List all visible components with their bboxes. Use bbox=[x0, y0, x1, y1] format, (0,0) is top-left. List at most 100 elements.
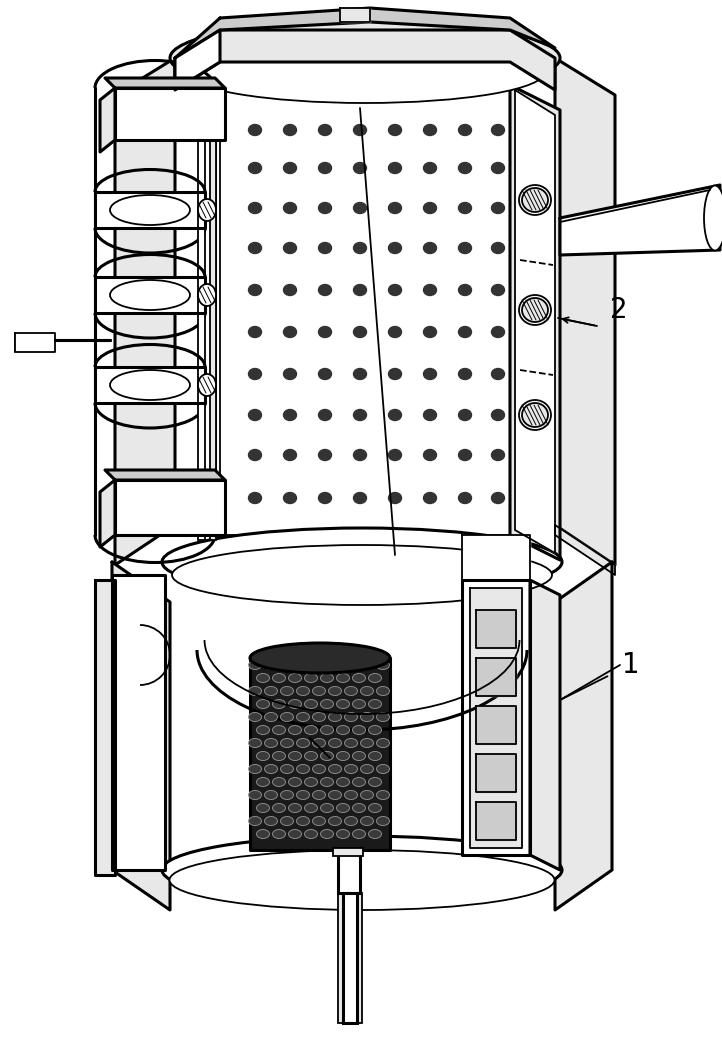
Ellipse shape bbox=[313, 765, 326, 773]
Ellipse shape bbox=[256, 777, 269, 787]
Ellipse shape bbox=[354, 369, 367, 379]
Ellipse shape bbox=[318, 410, 331, 421]
Ellipse shape bbox=[329, 765, 342, 773]
Ellipse shape bbox=[336, 829, 349, 839]
Ellipse shape bbox=[376, 791, 389, 799]
Polygon shape bbox=[95, 192, 205, 228]
Ellipse shape bbox=[321, 803, 334, 813]
Polygon shape bbox=[15, 333, 55, 352]
Polygon shape bbox=[530, 580, 560, 870]
Polygon shape bbox=[555, 562, 612, 910]
Ellipse shape bbox=[352, 673, 365, 683]
Ellipse shape bbox=[376, 661, 389, 670]
Ellipse shape bbox=[272, 725, 285, 735]
Ellipse shape bbox=[388, 493, 401, 503]
Ellipse shape bbox=[318, 326, 331, 338]
Polygon shape bbox=[175, 30, 220, 90]
Ellipse shape bbox=[297, 713, 310, 721]
Polygon shape bbox=[476, 802, 516, 840]
Ellipse shape bbox=[519, 295, 551, 325]
Ellipse shape bbox=[424, 124, 437, 135]
Ellipse shape bbox=[248, 284, 261, 296]
Ellipse shape bbox=[522, 298, 548, 322]
Ellipse shape bbox=[321, 751, 334, 761]
Ellipse shape bbox=[492, 369, 505, 379]
Text: 1: 1 bbox=[622, 651, 640, 679]
Ellipse shape bbox=[264, 765, 277, 773]
Ellipse shape bbox=[354, 202, 367, 214]
Ellipse shape bbox=[284, 493, 297, 503]
Ellipse shape bbox=[388, 410, 401, 421]
Ellipse shape bbox=[281, 661, 294, 670]
Ellipse shape bbox=[272, 673, 285, 683]
Ellipse shape bbox=[281, 687, 294, 695]
Ellipse shape bbox=[388, 124, 401, 135]
Ellipse shape bbox=[281, 739, 294, 747]
Ellipse shape bbox=[376, 765, 389, 773]
Ellipse shape bbox=[284, 449, 297, 461]
Ellipse shape bbox=[264, 739, 277, 747]
Ellipse shape bbox=[388, 243, 401, 253]
Ellipse shape bbox=[284, 202, 297, 214]
Ellipse shape bbox=[492, 493, 505, 503]
Ellipse shape bbox=[360, 817, 373, 825]
Ellipse shape bbox=[492, 410, 505, 421]
Ellipse shape bbox=[344, 817, 357, 825]
Ellipse shape bbox=[313, 817, 326, 825]
Ellipse shape bbox=[352, 725, 365, 735]
Ellipse shape bbox=[313, 791, 326, 799]
Ellipse shape bbox=[519, 185, 551, 215]
Ellipse shape bbox=[305, 829, 318, 839]
Ellipse shape bbox=[336, 699, 349, 709]
Polygon shape bbox=[95, 580, 115, 875]
Ellipse shape bbox=[289, 777, 302, 787]
Ellipse shape bbox=[281, 791, 294, 799]
Ellipse shape bbox=[272, 751, 285, 761]
Ellipse shape bbox=[264, 791, 277, 799]
Ellipse shape bbox=[336, 673, 349, 683]
Ellipse shape bbox=[198, 284, 216, 306]
Ellipse shape bbox=[172, 545, 552, 605]
Ellipse shape bbox=[248, 791, 261, 799]
Ellipse shape bbox=[354, 326, 367, 338]
Ellipse shape bbox=[458, 284, 471, 296]
Ellipse shape bbox=[368, 725, 381, 735]
Ellipse shape bbox=[256, 725, 269, 735]
Ellipse shape bbox=[248, 410, 261, 421]
Ellipse shape bbox=[354, 284, 367, 296]
Ellipse shape bbox=[519, 400, 551, 430]
Ellipse shape bbox=[289, 829, 302, 839]
Ellipse shape bbox=[424, 202, 437, 214]
Ellipse shape bbox=[305, 777, 318, 787]
Ellipse shape bbox=[424, 493, 437, 503]
Polygon shape bbox=[220, 85, 510, 535]
Ellipse shape bbox=[198, 199, 216, 221]
Ellipse shape bbox=[492, 243, 505, 253]
Ellipse shape bbox=[329, 739, 342, 747]
Ellipse shape bbox=[368, 803, 381, 813]
Ellipse shape bbox=[329, 687, 342, 695]
Ellipse shape bbox=[336, 751, 349, 761]
Ellipse shape bbox=[264, 687, 277, 695]
Polygon shape bbox=[340, 8, 370, 22]
Ellipse shape bbox=[305, 725, 318, 735]
Polygon shape bbox=[112, 575, 165, 870]
Bar bbox=[338, 848, 360, 893]
Ellipse shape bbox=[354, 410, 367, 421]
Ellipse shape bbox=[264, 661, 277, 670]
Polygon shape bbox=[476, 658, 516, 696]
Ellipse shape bbox=[329, 817, 342, 825]
Ellipse shape bbox=[318, 369, 331, 379]
Ellipse shape bbox=[162, 836, 562, 904]
Ellipse shape bbox=[248, 765, 261, 773]
Ellipse shape bbox=[321, 777, 334, 787]
Ellipse shape bbox=[318, 163, 331, 174]
Ellipse shape bbox=[360, 765, 373, 773]
Ellipse shape bbox=[297, 687, 310, 695]
Ellipse shape bbox=[492, 202, 505, 214]
Ellipse shape bbox=[360, 687, 373, 695]
Ellipse shape bbox=[344, 661, 357, 670]
Ellipse shape bbox=[272, 777, 285, 787]
Ellipse shape bbox=[318, 243, 331, 253]
Ellipse shape bbox=[458, 163, 471, 174]
